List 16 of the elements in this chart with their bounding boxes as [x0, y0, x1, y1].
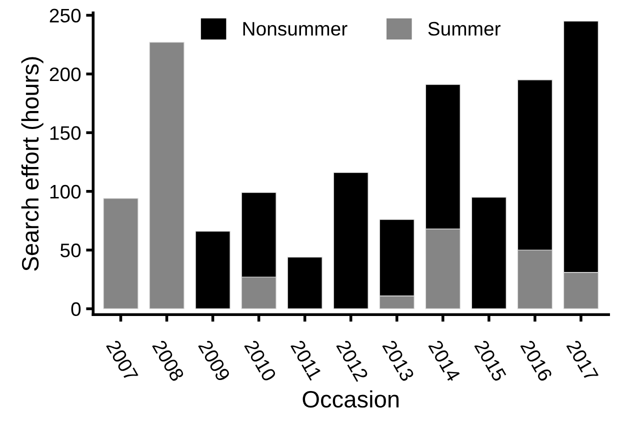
bar	[471, 196, 507, 310]
y-tick-label: 250	[50, 8, 81, 23]
bar	[287, 256, 322, 310]
x-axis-title: Occasion	[302, 390, 399, 408]
y-tick-label: 50	[60, 244, 81, 258]
bar	[149, 42, 184, 310]
y-tick-label: 200	[50, 67, 81, 82]
bar	[195, 230, 230, 310]
y-tick-label: 100	[50, 184, 81, 199]
legend-label: Nonsummer	[243, 22, 348, 36]
y-axis-title: Search effort (hours)	[21, 57, 44, 271]
y-tick-label: 0	[71, 302, 81, 316]
bar	[333, 172, 368, 310]
y-tick-label: 150	[50, 126, 81, 140]
bar	[103, 198, 138, 310]
legend-label: Summer	[428, 22, 500, 36]
